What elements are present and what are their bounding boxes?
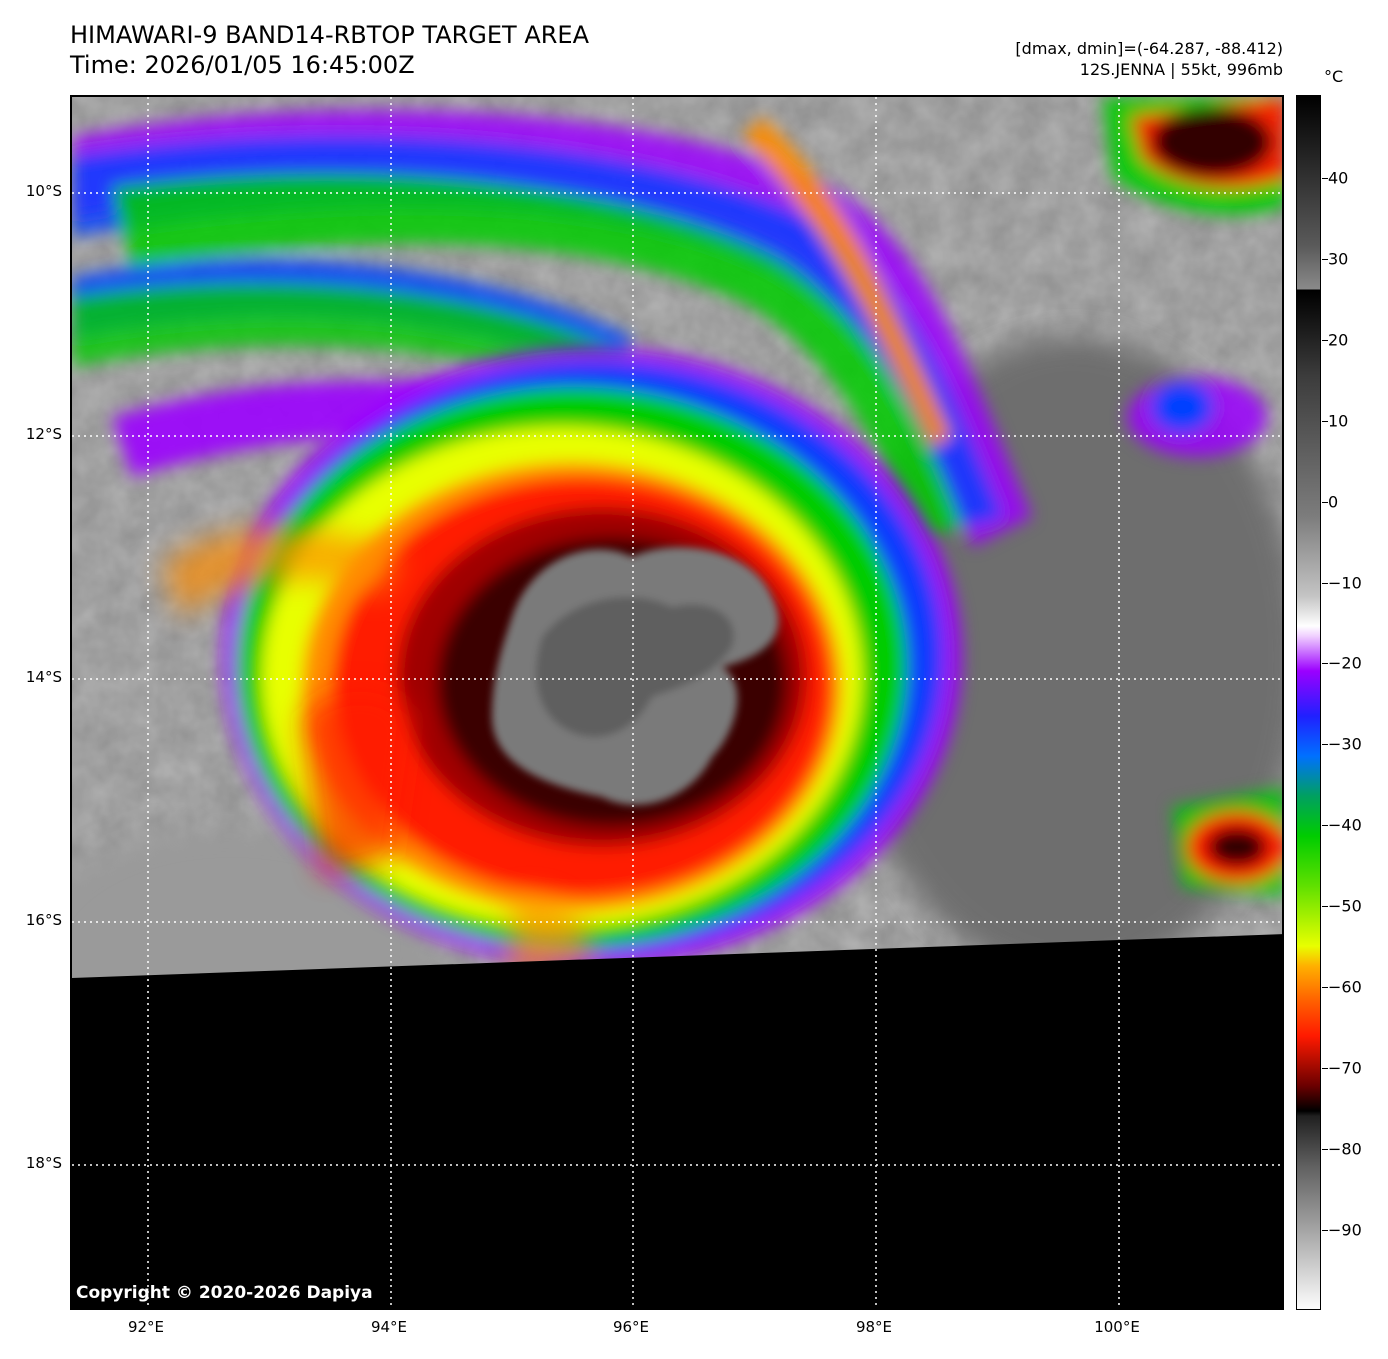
colorbar-tick-label: −80	[1328, 1139, 1362, 1159]
western-band	[162, 528, 592, 977]
lon-label-92e: 92°E	[127, 1318, 165, 1336]
colorbar-tick-mark	[1322, 906, 1328, 908]
colorbar-tick-mark	[1322, 178, 1328, 179]
colorbar-tick-mark	[1322, 339, 1328, 341]
colorbar-tick-label: 10	[1328, 411, 1349, 431]
lat-label-16s: 16°S	[25, 911, 62, 929]
lon-label-100e: 100°E	[1094, 1318, 1140, 1336]
colorbar-tick-mark	[1322, 1148, 1328, 1150]
colorbar-tick-mark	[1322, 1067, 1328, 1069]
storm-name-intensity: 12S.JENNA | 55kt, 996mb	[1079, 60, 1283, 79]
outer-rainbands	[72, 97, 1282, 897]
colorbar-tick-label: 20	[1328, 330, 1349, 350]
title-product: HIMAWARI-9 BAND14-RBTOP TARGET AREA	[70, 21, 590, 49]
title-time: Time: 2026/01/05 16:45:00Z	[70, 51, 415, 79]
colorbar-tick-mark	[1322, 987, 1328, 988]
colorbar-tick-label: −20	[1328, 653, 1362, 673]
colorbar-tick-label: −10	[1328, 573, 1362, 592]
colorbar-tick-mark	[1322, 420, 1328, 422]
colorbar-tick-label: −70	[1328, 1058, 1362, 1078]
satellite-map	[70, 95, 1284, 1310]
lat-label-12s: 12°S	[25, 425, 62, 443]
lon-label-96e: 96°E	[612, 1318, 650, 1336]
graticule	[72, 97, 1282, 1308]
lat-label-14s: 14°S	[25, 668, 62, 686]
lon-label-94e: 94°E	[370, 1318, 408, 1336]
colorbar-tick-mark	[1322, 1229, 1328, 1231]
colorbar-tick-label: 30	[1328, 249, 1349, 269]
colorbar-tick-label: 40	[1328, 168, 1349, 188]
colorbar-tick-label: −30	[1328, 734, 1362, 754]
lat-label-18s: 18°S	[25, 1154, 62, 1172]
colorbar-tick-label: −60	[1328, 977, 1362, 997]
cloud-top-field	[72, 97, 1282, 979]
colorbar-tick-mark	[1322, 825, 1328, 827]
lat-label-10s: 10°S	[25, 182, 62, 200]
satellite-imagery	[72, 97, 1282, 1308]
colorbar-tick-mark	[1322, 258, 1328, 260]
colorbar-tick-mark	[1322, 582, 1328, 584]
copyright-text: Copyright © 2020-2026 Dapiya	[76, 1283, 373, 1303]
colorbar-tick-label: 0	[1328, 492, 1339, 512]
colorbar-tick-mark	[1322, 501, 1328, 503]
colorbar-tick-label: −50	[1328, 896, 1362, 916]
cold-cloud-tops	[492, 547, 779, 805]
colorbar-tick-label: −90	[1328, 1220, 1362, 1240]
colorbar-tick-mark	[1322, 744, 1328, 746]
colorbar-tick-label: −40	[1328, 815, 1362, 835]
colorbar-tick-mark	[1322, 663, 1328, 665]
lon-label-98e: 98°E	[855, 1318, 893, 1336]
chart-title: HIMAWARI-9 BAND14-RBTOP TARGET AREA Time…	[70, 20, 589, 80]
colorbar	[1296, 95, 1321, 1310]
storm-info: [dmax, dmin]=(-64.287, -88.412) 12S.JENN…	[1015, 38, 1283, 80]
colorbar-unit: °C	[1324, 67, 1344, 86]
temperature-range: [dmax, dmin]=(-64.287, -88.412)	[1015, 39, 1283, 58]
